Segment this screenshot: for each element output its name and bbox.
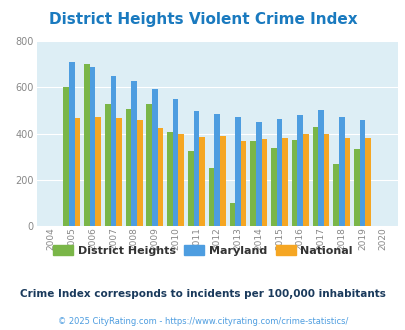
Bar <box>250 141 255 226</box>
Bar <box>240 141 246 226</box>
Bar <box>105 104 110 226</box>
Bar <box>312 127 318 226</box>
Text: District Heights Violent Crime Index: District Heights Violent Crime Index <box>49 12 356 26</box>
Bar <box>199 137 205 226</box>
Bar <box>126 109 131 226</box>
Bar <box>208 168 214 226</box>
Bar <box>116 118 121 226</box>
Bar <box>131 81 136 226</box>
Bar <box>214 114 220 226</box>
Bar <box>338 117 344 226</box>
Bar <box>178 134 183 226</box>
Bar <box>359 120 364 226</box>
Bar <box>75 118 80 226</box>
Bar <box>291 140 297 226</box>
Text: Crime Index corresponds to incidents per 100,000 inhabitants: Crime Index corresponds to incidents per… <box>20 289 385 299</box>
Bar <box>276 119 281 226</box>
Bar <box>229 203 234 226</box>
Bar <box>234 117 240 226</box>
Bar <box>188 151 193 226</box>
Bar <box>323 134 328 226</box>
Bar <box>297 115 303 226</box>
Text: © 2025 CityRating.com - https://www.cityrating.com/crime-statistics/: © 2025 CityRating.com - https://www.city… <box>58 317 347 326</box>
Bar <box>84 64 90 226</box>
Bar <box>90 67 95 226</box>
Bar <box>220 136 225 226</box>
Bar <box>364 138 370 226</box>
Legend: District Heights, Maryland, National: District Heights, Maryland, National <box>49 241 356 260</box>
Bar <box>167 132 173 226</box>
Bar <box>95 116 101 226</box>
Bar <box>344 138 350 226</box>
Bar <box>271 148 276 226</box>
Bar <box>318 110 323 226</box>
Bar <box>146 104 152 226</box>
Bar <box>152 89 157 226</box>
Bar <box>255 122 261 226</box>
Bar <box>303 134 308 226</box>
Bar <box>333 164 338 226</box>
Bar <box>110 76 116 226</box>
Bar <box>353 149 359 226</box>
Bar <box>261 139 266 226</box>
Bar <box>157 128 163 226</box>
Bar <box>173 99 178 226</box>
Bar <box>69 62 75 226</box>
Bar <box>136 120 142 226</box>
Bar <box>63 87 69 226</box>
Bar <box>193 111 199 226</box>
Bar <box>281 138 287 226</box>
